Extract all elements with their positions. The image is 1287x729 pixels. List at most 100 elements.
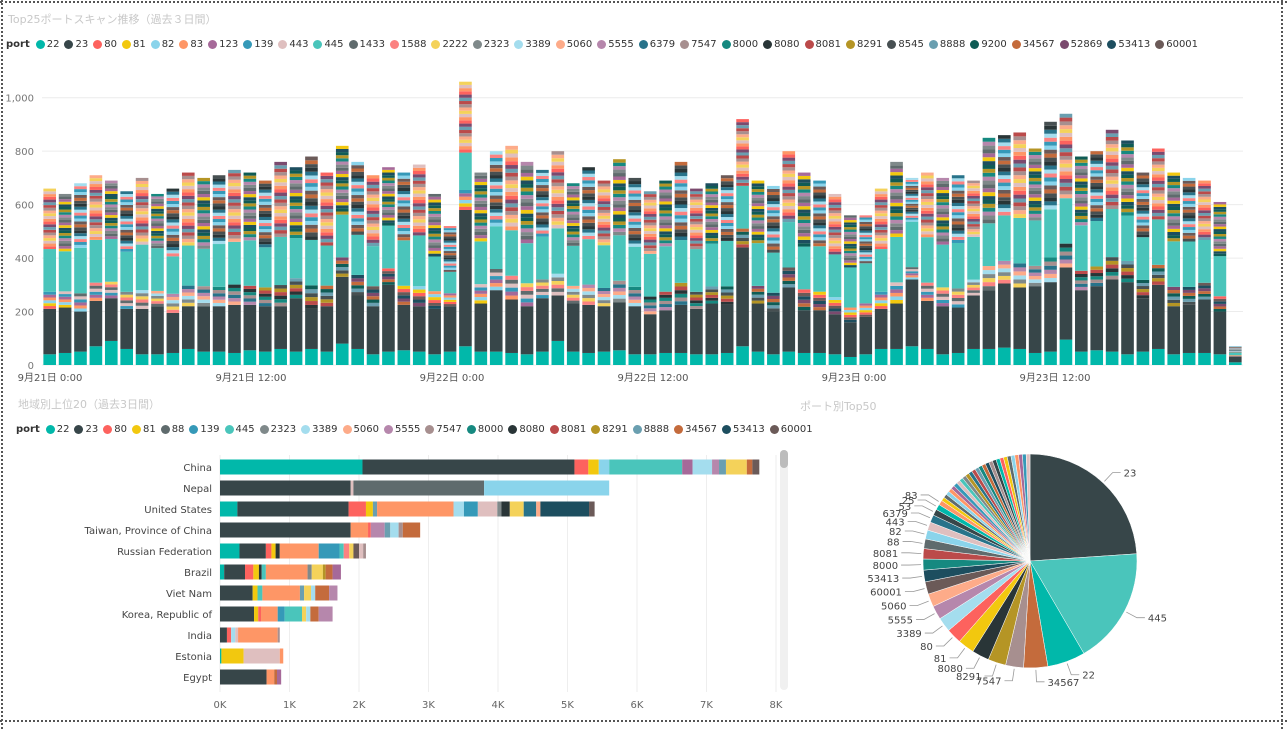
legend-item[interactable]: 53413 xyxy=(1107,39,1150,50)
bar-segment xyxy=(1213,221,1227,225)
bar-segment xyxy=(890,192,903,196)
bar-segment xyxy=(305,293,318,298)
bar-segment xyxy=(351,231,364,235)
legend-item[interactable]: 2323 xyxy=(472,39,509,50)
bar-segment xyxy=(1028,151,1042,156)
bar-segment xyxy=(613,169,626,174)
legend-item[interactable]: 8545 xyxy=(887,39,924,50)
bar-segment xyxy=(705,191,719,195)
legend-item[interactable]: 2222 xyxy=(431,39,468,50)
legend-item[interactable]: 5060 xyxy=(342,424,379,435)
legend-item[interactable]: 83 xyxy=(179,39,203,50)
bar-segment xyxy=(135,202,149,206)
legend-item[interactable]: 22 xyxy=(45,424,69,435)
scrollbar[interactable] xyxy=(780,450,788,690)
legend-item[interactable]: 81 xyxy=(131,424,156,435)
legend-item[interactable]: 1588 xyxy=(389,39,426,50)
legend-item[interactable]: 8888 xyxy=(928,39,965,50)
bar-segment xyxy=(797,289,811,293)
bar-segment xyxy=(305,308,318,349)
bar-segment xyxy=(643,205,657,209)
bar-segment xyxy=(874,229,888,233)
bar-segment xyxy=(289,294,303,299)
bar-segment xyxy=(797,219,811,224)
bar-segment xyxy=(1044,261,1057,266)
legend-item[interactable]: 8080 xyxy=(508,424,545,435)
legend-item[interactable]: 7547 xyxy=(680,39,717,50)
bar-segment xyxy=(1090,273,1104,277)
bar-segment xyxy=(351,278,364,282)
legend-item[interactable]: 445 xyxy=(224,424,255,435)
legend-item[interactable]: 3389 xyxy=(514,39,551,50)
legend-label: 81 xyxy=(142,424,156,435)
legend-item[interactable]: 81 xyxy=(121,39,146,50)
legend-item[interactable]: 1433 xyxy=(348,39,385,50)
legend-item[interactable]: 123 xyxy=(208,39,238,50)
bar-segment xyxy=(279,543,319,559)
bar-segment xyxy=(1167,225,1181,229)
legend-item[interactable]: 22 xyxy=(35,39,59,50)
legend-item[interactable]: 8888 xyxy=(632,424,669,435)
legend-item[interactable]: 80 xyxy=(93,39,117,50)
legend-item[interactable]: 443 xyxy=(278,39,308,50)
legend-item[interactable]: 60001 xyxy=(1155,39,1198,50)
legend-item[interactable]: 8291 xyxy=(845,39,882,50)
legend-item[interactable]: 3389 xyxy=(301,424,338,435)
legend-item[interactable]: 53413 xyxy=(721,424,765,435)
legend-item[interactable]: 5060 xyxy=(555,39,592,50)
bar-segment xyxy=(258,606,262,622)
bar-segment xyxy=(197,200,210,204)
bar-segment xyxy=(1090,157,1104,161)
legend-item[interactable]: 80 xyxy=(103,424,127,435)
legend-item[interactable]: 139 xyxy=(189,424,220,435)
legend-item[interactable]: 60001 xyxy=(769,424,813,435)
legend-item[interactable]: 5555 xyxy=(383,424,420,435)
bar-segment xyxy=(1013,179,1027,183)
legend-item[interactable]: 34567 xyxy=(1011,39,1055,50)
bar-segment xyxy=(520,213,534,218)
bar-segment xyxy=(905,346,919,365)
legend-item[interactable]: 8081 xyxy=(804,39,841,50)
legend-item[interactable]: 8291 xyxy=(591,424,628,435)
legend-item[interactable]: 34567 xyxy=(674,424,717,435)
bar-segment xyxy=(536,215,549,219)
legend-item[interactable]: 8080 xyxy=(763,39,800,50)
legend-item[interactable]: 7547 xyxy=(425,424,462,435)
legend-item[interactable]: 5555 xyxy=(597,39,634,50)
bar-segment xyxy=(1213,296,1227,299)
legend-item[interactable]: 82 xyxy=(150,39,174,50)
bar-segment xyxy=(166,300,180,304)
bar-segment xyxy=(844,314,857,318)
legend-item[interactable]: 139 xyxy=(243,39,273,50)
bar-segment xyxy=(104,199,118,202)
bar-segment xyxy=(813,243,826,247)
legend-label: 60001 xyxy=(1166,39,1199,50)
bar-segment xyxy=(181,289,195,293)
legend-item[interactable]: 9200 xyxy=(970,39,1007,50)
bar-segment xyxy=(1152,264,1165,269)
bar-segment xyxy=(859,224,873,227)
legend-item[interactable]: 445 xyxy=(313,39,344,50)
bar-segment xyxy=(628,354,642,365)
bar-segment xyxy=(566,183,580,187)
bar-segment xyxy=(220,522,351,538)
bar-segment xyxy=(613,228,626,232)
bar-segment xyxy=(1028,217,1042,221)
legend-item[interactable]: 8000 xyxy=(721,39,758,50)
bar-segment xyxy=(520,294,534,299)
legend-item[interactable]: 23 xyxy=(74,424,98,435)
legend-item[interactable]: 52869 xyxy=(1059,39,1102,50)
legend-item[interactable]: 8000 xyxy=(466,424,503,435)
bar-segment xyxy=(166,247,180,251)
bar-segment xyxy=(89,184,103,187)
legend-item[interactable]: 88 xyxy=(160,424,184,435)
legend-item[interactable]: 2323 xyxy=(259,424,296,435)
legend-item[interactable]: 6379 xyxy=(638,39,675,50)
legend-item[interactable]: 23 xyxy=(64,39,88,50)
bar-segment xyxy=(505,226,518,231)
bar-segment xyxy=(1198,204,1211,208)
bar-segment xyxy=(366,217,380,221)
bar-segment xyxy=(566,297,580,301)
scrollbar-thumb[interactable] xyxy=(780,450,788,468)
legend-item[interactable]: 8081 xyxy=(549,424,586,435)
